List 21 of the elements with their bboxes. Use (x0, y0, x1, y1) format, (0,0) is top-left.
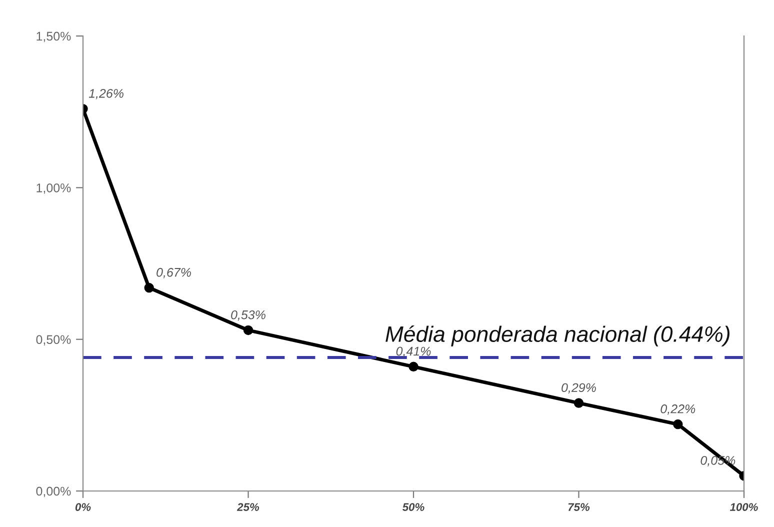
y-tick-label: 1,00% (36, 183, 71, 194)
y-tick-label: 0,00% (36, 486, 71, 498)
data-label: 1,26% (88, 88, 124, 100)
data-label: 0,29% (562, 383, 596, 394)
y-tick-label: 0,50% (36, 335, 71, 346)
data-label: 0,22% (660, 404, 696, 415)
y-tick-label: 1,50% (36, 32, 71, 42)
point (673, 419, 683, 430)
x-tick-label: 75% (568, 503, 590, 511)
x-tick-label: 25% (236, 503, 260, 511)
data-label: 0,41% (396, 346, 431, 358)
point (144, 282, 154, 293)
data-label: 0,67% (156, 268, 191, 278)
data-label: 0,53% (231, 310, 266, 321)
x-tick-label: 0% (75, 503, 91, 511)
point (408, 362, 418, 372)
x-tick-label: 100% (730, 503, 758, 511)
x-tick-label: 50% (402, 503, 424, 511)
point (574, 398, 584, 408)
point (243, 325, 254, 336)
ref-line-label: Média ponderada nacional (0.44%) (386, 325, 730, 346)
